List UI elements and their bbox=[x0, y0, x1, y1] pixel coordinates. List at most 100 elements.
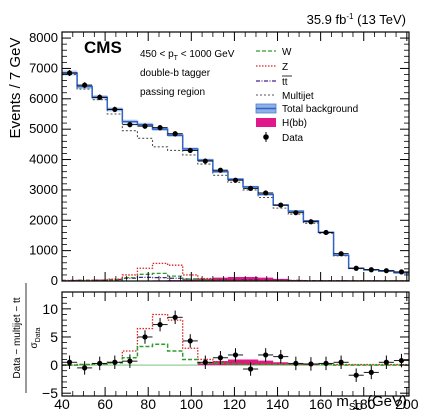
data-point bbox=[348, 265, 364, 271]
data-point bbox=[227, 177, 244, 183]
pt-cut-label: 450 < pT < 1000 GeV bbox=[140, 49, 235, 62]
svg-text:Data: Data bbox=[282, 133, 304, 144]
region-label: passing region bbox=[140, 87, 205, 98]
data-point bbox=[92, 94, 108, 101]
svg-text:Multijet: Multijet bbox=[282, 91, 314, 102]
lower-plot-frame bbox=[61, 291, 410, 397]
data-point bbox=[137, 123, 153, 129]
series-hbb bbox=[62, 277, 409, 281]
data-points-layer bbox=[62, 69, 409, 275]
lower-data-point bbox=[288, 356, 304, 371]
data-point bbox=[333, 251, 349, 257]
data-point bbox=[378, 268, 394, 274]
upper-axis-ticks bbox=[61, 32, 409, 282]
tagger-label: double-b tagger bbox=[140, 68, 211, 79]
cms-label: CMS bbox=[84, 38, 122, 57]
hbb-fill-layer bbox=[62, 277, 409, 281]
lower-data-point bbox=[77, 361, 93, 375]
legend-entry-data: Data bbox=[263, 132, 304, 144]
lower-y-tick-labels: −5 0 5 10 bbox=[42, 301, 58, 401]
lower-data-point bbox=[273, 349, 289, 364]
legend-entry-total-background: Total background bbox=[255, 103, 358, 115]
data-point bbox=[318, 229, 334, 236]
data-point bbox=[243, 185, 259, 191]
lower-data-point bbox=[137, 330, 153, 344]
lower-lines-layer bbox=[62, 313, 409, 366]
lower-data-point bbox=[167, 310, 183, 325]
y-tick-label: 7000 bbox=[29, 60, 58, 75]
lower-y-tick-label: 10 bbox=[42, 301, 58, 317]
luminosity-label: 35.9 fb-1 (13 TeV) bbox=[307, 12, 406, 27]
x-tick-label: 40 bbox=[54, 396, 70, 410]
lower-data-points-layer bbox=[62, 310, 409, 382]
x-tick-labels: 40 60 80 100 120 140 160 180 200 bbox=[54, 396, 419, 410]
legend-entry-hbb: H(bb) bbox=[256, 118, 307, 129]
y-tick-label: 2000 bbox=[29, 212, 58, 227]
lower-data-point bbox=[318, 356, 334, 371]
lower-data-point bbox=[227, 348, 244, 362]
legend-entry-z: Z bbox=[256, 62, 288, 73]
y-tick-label: 6000 bbox=[29, 91, 58, 106]
lower-data-point bbox=[62, 355, 78, 370]
lower-panel: −5 0 5 10 40 60 80 100 120 140 160 180 200 bbox=[42, 291, 419, 410]
data-point bbox=[77, 82, 93, 89]
x-tick-label: 180 bbox=[352, 396, 376, 410]
svg-text:W: W bbox=[282, 47, 292, 58]
data-point bbox=[303, 219, 319, 225]
legend-entry-w: W bbox=[256, 47, 292, 58]
data-point bbox=[393, 269, 409, 275]
x-tick-label: 120 bbox=[223, 396, 247, 410]
upper-y-tick-labels: 0 1000 2000 3000 4000 5000 6000 7000 8000 bbox=[29, 30, 58, 288]
lower-data-point bbox=[107, 355, 123, 370]
lower-y-axis-label: Data − multijet − tt bbox=[12, 297, 23, 378]
lower-y-axis-denominator: σData bbox=[29, 327, 42, 348]
data-point bbox=[273, 202, 289, 208]
series-total-background bbox=[62, 72, 409, 274]
y-tick-label: 5000 bbox=[29, 121, 58, 136]
lower-y-tick-label: 5 bbox=[50, 329, 58, 345]
data-point bbox=[152, 125, 168, 131]
y-tick-label: 4000 bbox=[29, 152, 58, 167]
upper-y-axis-label: Events / 7 GeV bbox=[7, 38, 24, 139]
svg-text:Z: Z bbox=[282, 62, 288, 73]
x-tick-label: 160 bbox=[309, 396, 333, 410]
upper-panel: 0 1000 2000 3000 4000 5000 6000 7000 8000 CMS 45… bbox=[29, 30, 410, 288]
lower-data-point bbox=[182, 334, 198, 348]
lower-data-point bbox=[258, 348, 274, 362]
lower-hbb-fill-layer bbox=[62, 359, 409, 366]
lower-series-w bbox=[62, 343, 409, 366]
lower-data-point bbox=[303, 357, 319, 371]
svg-text:tt: tt bbox=[282, 77, 288, 88]
lower-y-tick-label: −5 bbox=[42, 385, 58, 401]
lower-data-point bbox=[378, 355, 394, 370]
y-tick-label: 0 bbox=[51, 273, 58, 288]
data-point bbox=[62, 69, 78, 77]
y-tick-label: 3000 bbox=[29, 182, 58, 197]
data-point bbox=[258, 190, 274, 196]
x-tick-label: 60 bbox=[97, 396, 113, 410]
data-point bbox=[212, 167, 228, 173]
lower-data-point bbox=[348, 368, 364, 382]
data-point bbox=[363, 267, 379, 273]
lower-data-point bbox=[197, 355, 213, 370]
lower-axis-ticks bbox=[61, 292, 409, 396]
data-point bbox=[167, 131, 183, 137]
data-point bbox=[288, 210, 304, 216]
lower-data-point bbox=[212, 351, 228, 365]
x-tick-label: 140 bbox=[266, 396, 290, 410]
data-point bbox=[122, 122, 138, 128]
x-tick-label: 80 bbox=[140, 396, 156, 410]
lower-data-point bbox=[363, 365, 379, 380]
y-tick-label: 1000 bbox=[29, 243, 58, 258]
x-axis-label: mSD (GeV) bbox=[336, 393, 407, 410]
data-point bbox=[182, 147, 198, 154]
y-tick-label: 8000 bbox=[29, 30, 58, 45]
lower-data-point bbox=[92, 356, 108, 371]
data-point bbox=[197, 158, 213, 164]
lower-data-point bbox=[122, 354, 138, 368]
data-point bbox=[107, 106, 123, 113]
lower-data-point bbox=[333, 355, 349, 370]
legend-entry-ttbar: tt bbox=[256, 75, 292, 88]
upper-plot-frame bbox=[61, 31, 410, 282]
